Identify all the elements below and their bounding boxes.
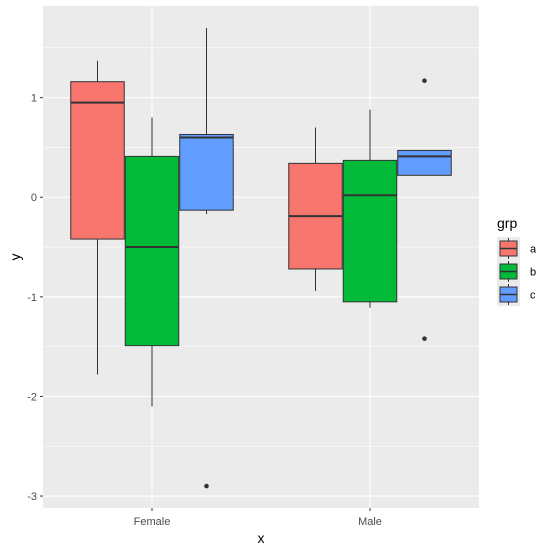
y-tick-label: 1 [31, 93, 37, 105]
box-body [70, 81, 125, 240]
legend-key-c: c [497, 283, 536, 306]
outlier-point [422, 336, 427, 341]
legend-label: b [530, 267, 536, 279]
box-b-female [124, 117, 180, 407]
box-body [397, 149, 452, 176]
y-tick-label: -3 [27, 491, 37, 503]
outlier-point [204, 483, 209, 489]
box-c-male [397, 78, 452, 341]
box-a-male [288, 127, 343, 291]
outlier-point [422, 78, 427, 84]
legend-label: a [530, 244, 537, 256]
box-a-female [70, 60, 125, 375]
x-axis-title: x [258, 530, 265, 546]
y-tick-label: -2 [27, 391, 37, 403]
y-axis: -3 -2 -1 0 1 [27, 93, 43, 503]
box-body [179, 133, 234, 211]
x-axis: Female Male [134, 508, 382, 528]
box-c-female [179, 27, 234, 489]
legend-label: c [530, 290, 536, 302]
y-tick-label: 0 [31, 192, 37, 204]
y-tick-label: -1 [27, 292, 37, 304]
box-body [124, 155, 180, 347]
box-body [342, 159, 398, 303]
x-tick-label: Female [134, 516, 171, 528]
legend-key-b: b [497, 260, 536, 283]
box-b-male [342, 109, 398, 308]
legend: grp abc [497, 215, 537, 306]
box-layer [70, 27, 452, 489]
x-tick-label: Male [358, 516, 382, 528]
y-axis-title: y [7, 254, 23, 261]
legend-title: grp [497, 215, 517, 231]
legend-key-a: a [497, 237, 537, 260]
